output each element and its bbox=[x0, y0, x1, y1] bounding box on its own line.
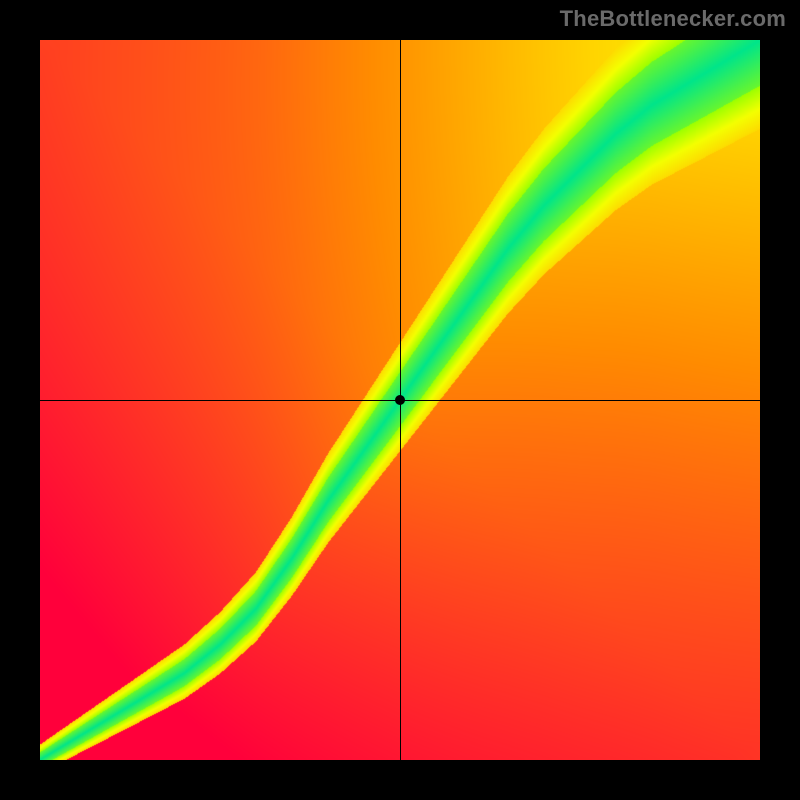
plot-area bbox=[40, 40, 760, 760]
bottleneck-heatmap bbox=[40, 40, 760, 760]
chart-frame: TheBottlenecker.com bbox=[0, 0, 800, 800]
watermark-text: TheBottlenecker.com bbox=[560, 6, 786, 32]
